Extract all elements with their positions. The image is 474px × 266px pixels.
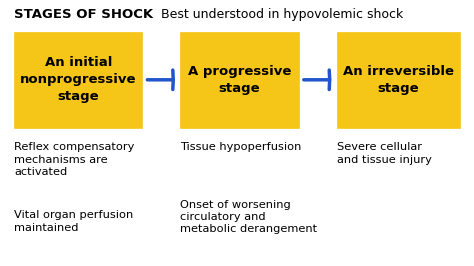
Text: Reflex compensatory
mechanisms are
activated: Reflex compensatory mechanisms are activ… [14,142,135,177]
FancyBboxPatch shape [14,32,142,128]
Text: Tissue hypoperfusion: Tissue hypoperfusion [180,142,301,152]
Text: A progressive
stage: A progressive stage [188,65,291,95]
Text: An irreversible
stage: An irreversible stage [343,65,454,95]
Text: Vital organ perfusion
maintained: Vital organ perfusion maintained [14,210,134,232]
FancyBboxPatch shape [180,32,299,128]
FancyBboxPatch shape [337,32,460,128]
Text: Severe cellular
and tissue injury: Severe cellular and tissue injury [337,142,431,165]
Text: STAGES OF SHOCK: STAGES OF SHOCK [14,8,154,21]
Text: An initial
nonprogressive
stage: An initial nonprogressive stage [20,56,137,103]
Text: Onset of worsening
circulatory and
metabolic derangement: Onset of worsening circulatory and metab… [180,200,317,234]
Text: Best understood in hypovolemic shock: Best understood in hypovolemic shock [161,8,403,21]
